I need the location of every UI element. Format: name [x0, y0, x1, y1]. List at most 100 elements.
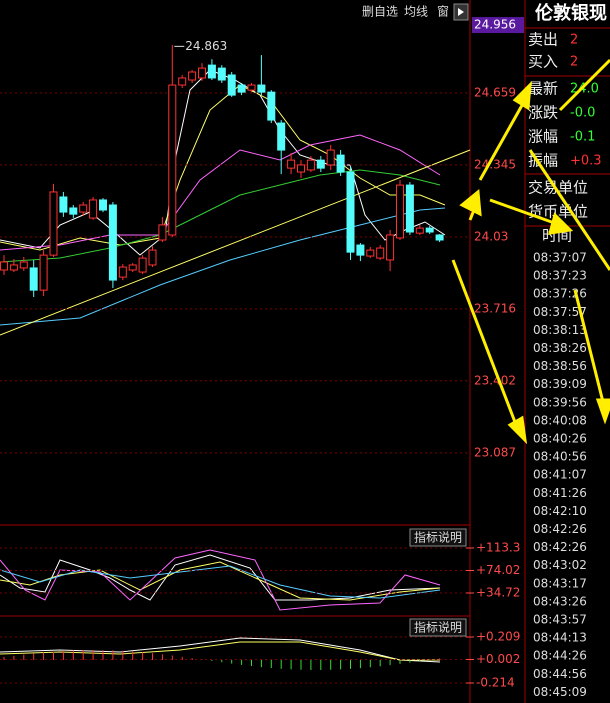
y-tick-label: +113.3 [476, 541, 520, 555]
toolbar-button[interactable]: 窗 [437, 5, 449, 19]
candle-body [0, 261, 8, 271]
candle-body [316, 159, 325, 169]
indicator-button[interactable] [409, 528, 467, 547]
candle-body [79, 204, 88, 213]
time-entry: 08:43:57 [533, 613, 587, 627]
candle-body [376, 247, 385, 259]
candle-body [336, 154, 345, 173]
quote-value: +0.3 [570, 154, 602, 169]
candle-body [39, 254, 48, 291]
candle-body [138, 257, 147, 273]
candle-body [425, 227, 434, 233]
time-entry: 08:37:23 [533, 269, 587, 283]
y-tick-label: +34.72 [476, 586, 520, 600]
y-tick-label: 24.345 [474, 157, 516, 171]
candle-body [168, 84, 177, 236]
highlight-box [472, 17, 524, 34]
annotation-label: 24.863 [185, 39, 227, 53]
candle-body [405, 184, 414, 233]
candle-body [128, 264, 137, 271]
candle-body [99, 199, 107, 211]
y-tick-label: +74.02 [476, 563, 520, 577]
y-tick-label: +0.002 [476, 652, 520, 666]
candle-body [366, 249, 375, 257]
candle-body [198, 67, 206, 79]
candle-body [346, 171, 355, 253]
overlay-arrows [451, 58, 610, 445]
candle-body [227, 74, 236, 96]
candle-body [59, 196, 68, 213]
time-entry: 08:40:08 [533, 413, 587, 427]
candle-body [9, 264, 18, 271]
y-tick-label: 23.402 [474, 373, 516, 387]
candle-body [217, 67, 226, 81]
candle-body [118, 266, 127, 278]
time-entry: 08:44:26 [533, 649, 587, 663]
y-tick-label: +0.209 [476, 630, 520, 644]
time-entry: 08:37:57 [533, 305, 587, 319]
candle-body [247, 84, 256, 91]
quote-title: 伦敦银现 [535, 2, 607, 24]
y-tick-label: 23.087 [474, 445, 516, 459]
candle-body [89, 199, 98, 219]
toolbar-icon [458, 8, 464, 16]
quote-value: 2 [570, 33, 578, 48]
candle-body [207, 64, 216, 79]
candle-body [188, 71, 197, 81]
candle-body [386, 234, 395, 261]
indicator-button-label: 指标说明 [414, 620, 462, 635]
macd-bars [3, 650, 441, 670]
candle-body [29, 267, 38, 291]
y-tick-label: 24.03 [474, 230, 508, 244]
quote-value: -0.1 [570, 130, 595, 145]
candle-body [49, 191, 58, 256]
candle-body [237, 84, 246, 93]
indicator-button[interactable] [409, 618, 467, 637]
time-entry: 08:44:56 [533, 667, 587, 681]
time-entry: 08:42:26 [533, 522, 587, 536]
quote-label: 买入 [528, 53, 558, 71]
time-entry: 08:37:07 [533, 251, 587, 265]
quote-label: 最新 [528, 80, 558, 98]
y-tick-label: -0.214 [476, 675, 515, 689]
candle-body [297, 164, 305, 173]
candle-body [108, 204, 117, 281]
candle-body [148, 249, 157, 266]
time-entry: 08:39:09 [533, 377, 587, 391]
toolbar-button[interactable]: 删自选 [362, 5, 398, 19]
time-entry: 08:43:02 [533, 558, 587, 572]
time-entry: 08:40:26 [533, 432, 587, 446]
quote-label: 卖出 [528, 31, 558, 49]
candle-body [396, 184, 404, 239]
candle-body [287, 159, 296, 169]
time-entry: 08:42:26 [533, 540, 587, 554]
y-tick-label: 23.716 [474, 301, 516, 315]
time-entry: 08:45:09 [533, 685, 587, 699]
candle-body [257, 84, 266, 93]
quote-label: 涨幅 [528, 128, 558, 146]
candle-body [158, 224, 167, 241]
time-entry: 08:39:56 [533, 395, 587, 409]
toolbar-button[interactable]: 均线 [404, 5, 428, 19]
time-entry: 08:43:26 [533, 594, 587, 608]
highlight-label: 24.956 [474, 18, 516, 32]
candle-body [326, 149, 335, 166]
time-entry: 08:37:26 [533, 287, 587, 301]
time-entry: 08:43:17 [533, 576, 587, 590]
quote-value: -0.0 [570, 106, 595, 121]
quote-value: 2 [570, 55, 578, 70]
quote-label: 涨跌 [528, 104, 558, 122]
time-entry: 08:41:26 [533, 486, 587, 500]
y-tick-label: 24.659 [474, 86, 516, 100]
time-entry: 08:38:13 [533, 323, 587, 337]
time-entry: 08:41:07 [533, 468, 587, 482]
candle-body [19, 261, 28, 269]
candle-body [356, 244, 365, 256]
candle-body [178, 77, 187, 86]
unit-label: 交易单位 [528, 179, 588, 197]
candle-body [435, 234, 444, 241]
candle-body [306, 159, 315, 171]
